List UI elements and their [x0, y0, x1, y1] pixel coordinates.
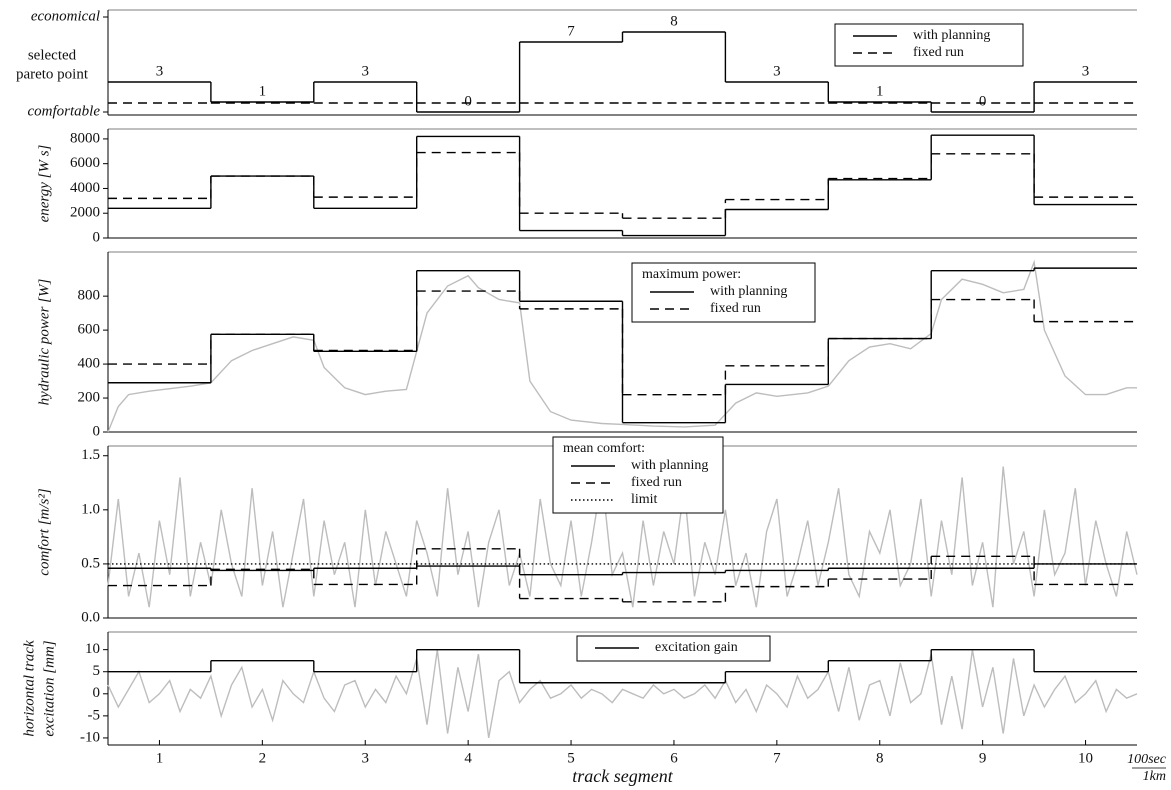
- y-tick-label: 0: [93, 423, 101, 439]
- x-scale-note: 1km: [1143, 769, 1166, 784]
- y-tick-label: 0.5: [81, 555, 100, 571]
- legend-label: fixed run: [913, 45, 964, 60]
- legend-box: [834, 23, 1024, 67]
- panel: 0 2000 4000 6000 8000 energy [W s]: [36, 128, 1137, 245]
- data-label: 3: [362, 63, 370, 79]
- data-label: 7: [567, 23, 575, 39]
- y-axis-label: hydraulic power [W]: [36, 279, 52, 406]
- y-tick-label: 10: [85, 641, 100, 657]
- panel: comfortable economical selected pareto poin…: [16, 8, 1137, 119]
- data-label: 3: [1082, 63, 1090, 79]
- legend-label: with planning: [631, 458, 708, 473]
- y-axis-label: horizontal track: [21, 640, 37, 737]
- panel: 0 200 400 600 800 hydraulic power [W] maximum …: [36, 251, 1137, 439]
- data-label: 3: [156, 63, 164, 79]
- data-label: 3: [773, 63, 781, 79]
- x-scale-note: 100sec: [1127, 752, 1167, 767]
- y-tick-label: 800: [78, 288, 101, 304]
- measured-trace: [107, 259, 1137, 433]
- legend-label: excitation gain: [655, 640, 738, 655]
- x-tick-label: 5: [567, 750, 575, 766]
- y-tick-label: comfortable: [28, 103, 101, 119]
- data-label: 8: [670, 13, 678, 29]
- x-tick-label: 8: [876, 750, 884, 766]
- legend-label: limit: [631, 492, 658, 507]
- y-axis-label: excitation [mm]: [41, 640, 57, 736]
- data-label: 1: [876, 83, 884, 99]
- y-tick-label: 0: [93, 229, 101, 245]
- x-tick-label: 7: [773, 750, 781, 766]
- y-tick-label: 8000: [70, 130, 100, 146]
- y-tick-label: -10: [80, 729, 100, 745]
- y-tick-label: 400: [78, 356, 101, 372]
- legend-title: maximum power:: [642, 267, 741, 282]
- data-label: 1: [259, 83, 267, 99]
- x-axis-label: track segment: [572, 766, 673, 786]
- y-axis-label: comfort [m/s²]: [36, 488, 52, 576]
- legend-label: with planning: [710, 284, 787, 299]
- y-axis-label: energy [W s]: [36, 144, 52, 222]
- y-tick-label: 200: [78, 389, 101, 405]
- x-tick-label: 1: [156, 750, 164, 766]
- legend-box: [552, 436, 724, 514]
- y-tick-label: 5: [93, 663, 101, 679]
- y-tick-label: 1.5: [81, 447, 100, 463]
- y-tick-label: 0.0: [81, 609, 100, 625]
- y-tick-label: 0: [93, 685, 101, 701]
- y-tick-label: 600: [78, 322, 101, 338]
- y-tick-label: 1.0: [81, 501, 100, 517]
- measured-trace: [107, 466, 1138, 608]
- y-axis-label: selected: [28, 47, 77, 63]
- panel: -10 -5 0 5 10 horizontal track excitation [mm]…: [21, 631, 1167, 786]
- y-tick-label: -5: [88, 707, 101, 723]
- measured-trace: [107, 649, 1138, 739]
- x-tick-label: 6: [670, 750, 678, 766]
- data-label: 0: [464, 93, 472, 109]
- legend-label: fixed run: [710, 301, 761, 316]
- y-tick-label: 6000: [70, 155, 100, 171]
- x-tick-label: 2: [259, 750, 267, 766]
- legend-label: with planning: [913, 28, 990, 43]
- data-label: 0: [979, 93, 987, 109]
- y-tick-label: 4000: [70, 180, 100, 196]
- y-axis-label: pareto point: [16, 66, 89, 82]
- legend-title: mean comfort:: [563, 441, 645, 456]
- x-tick-label: 4: [464, 750, 472, 766]
- legend-label: fixed run: [631, 475, 682, 490]
- x-tick-label: 10: [1078, 750, 1093, 766]
- y-tick-label: economical: [31, 8, 100, 24]
- panel: 0.0 0.5 1.0 1.5 comfort [m/s²] mean comfort: w…: [36, 436, 1138, 625]
- x-tick-label: 3: [362, 750, 370, 766]
- y-tick-label: 2000: [70, 205, 100, 221]
- x-tick-label: 9: [979, 750, 987, 766]
